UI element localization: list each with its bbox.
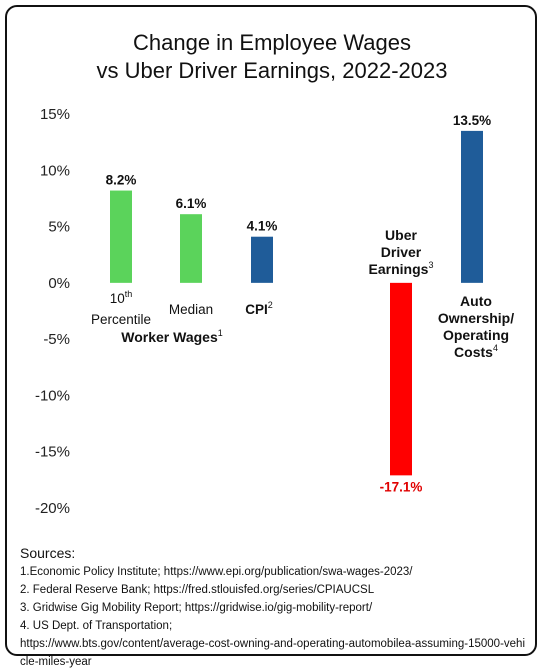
category-label: Operating [443,327,509,343]
bar [110,190,132,283]
category-label: Costs4 [454,343,498,360]
bar [180,214,202,283]
source-line-1: 1.Economic Policy Institute; https://www… [20,566,413,578]
data-label: 13.5% [453,113,491,128]
category-label: CPI2 [245,300,273,317]
source-line-5: https://www.bts.gov/content/average-cost… [20,638,526,668]
y-tick-label: 15% [40,106,70,123]
y-tick-label: -15% [35,444,70,461]
data-label: -17.1% [380,479,423,494]
category-label: Ownership/ [438,310,514,326]
y-tick-label: 0% [48,275,70,292]
bar [390,282,412,476]
category-label: 10th [110,289,133,306]
data-label: 8.2% [106,173,137,188]
data-label: 6.1% [176,196,207,211]
bar [251,236,273,283]
y-tick-label: -20% [35,500,70,517]
source-line-4: 4. US Dept. of Transportation; [20,620,173,632]
sources-heading: Sources: [20,545,76,561]
category-label: Auto [460,293,492,309]
data-label: 4.1% [247,219,278,234]
category-label: Uber [385,227,417,243]
group-label: Worker Wages1 [121,328,223,345]
y-tick-label: -10% [35,387,70,404]
y-tick-label: 10% [40,162,70,179]
category-label: Median [169,302,213,317]
category-label: Earnings3 [369,260,434,277]
source-line-2: 2. Federal Reserve Bank; https://fred.st… [20,584,375,596]
chart-frame [5,5,537,656]
source-line-3: 3. Gridwise Gig Mobility Report; https:/… [20,602,373,614]
sources-block: Sources: 1.Economic Policy Institute; ht… [20,544,530,671]
bar [461,130,483,283]
category-label: Driver [381,244,422,260]
y-tick-label: 5% [48,219,70,236]
y-tick-label: -5% [43,331,70,348]
category-label: Percentile [91,312,151,327]
chart-title-line2: vs Uber Driver Earnings, 2022-2023 [96,58,448,83]
bar-chart: 15% 10% 5% 0% -5% -10% -15% -20% 8.2% 6.1% 4.1% -17… [35,106,514,517]
chart-title-line1: Change in Employee Wages [132,30,411,55]
